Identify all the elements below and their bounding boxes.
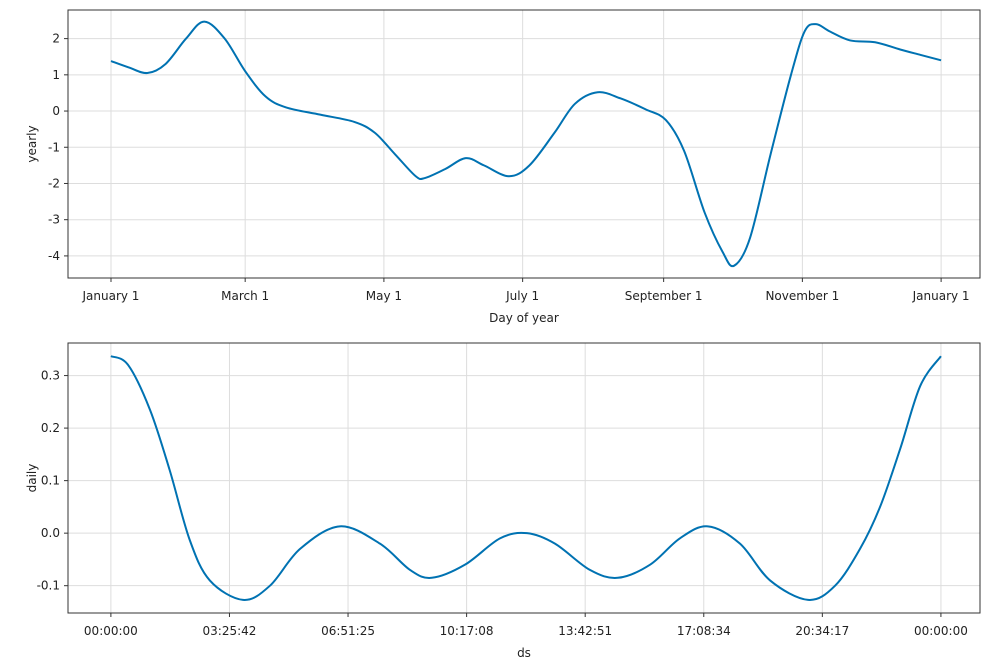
x-tick-label: September 1 — [625, 289, 703, 303]
y-tick-label: -1 — [48, 140, 60, 154]
x-tick-label: 20:34:17 — [795, 624, 849, 638]
y-axis-label: yearly — [25, 125, 39, 162]
line-series — [110, 355, 942, 601]
y-tick-label: -0.1 — [37, 579, 60, 593]
y-tick-label: 0.2 — [41, 421, 60, 435]
x-tick-label: May 1 — [366, 289, 402, 303]
x-tick-label: 03:25:42 — [203, 624, 257, 638]
x-tick-label: 06:51:25 — [321, 624, 375, 638]
subplot: -4 -3 -2 -1 0 1 2 January 1 March 1 May 1 July 1 Se… — [25, 9, 981, 325]
y-tick-label: 0.1 — [41, 474, 60, 488]
y-axis-label: daily — [25, 464, 39, 493]
axes-frame — [67, 342, 981, 614]
x-axis-label: ds — [517, 646, 531, 660]
y-tick-label: -2 — [48, 176, 60, 190]
x-axis-label: Day of year — [489, 311, 559, 325]
y-tick-label: -3 — [48, 213, 60, 227]
x-tick-label: 00:00:00 — [84, 624, 138, 638]
y-tick-label: -4 — [48, 249, 60, 263]
axes-frame — [67, 9, 981, 279]
x-tick-label: 13:42:51 — [558, 624, 612, 638]
line-series — [110, 20, 942, 268]
y-tick-label: 0.0 — [41, 526, 60, 540]
x-tick-label: January 1 — [912, 289, 970, 303]
x-tick-label: 00:00:00 — [914, 624, 968, 638]
y-tick-label: 1 — [52, 68, 60, 82]
x-tick-label: 17:08:34 — [677, 624, 731, 638]
subplot: -0.1 0.0 0.1 0.2 0.3 00:00:00 03:25:42 06:51:25… — [25, 342, 981, 660]
x-tick-label: 10:17:08 — [440, 624, 494, 638]
y-tick-label: 0.3 — [41, 369, 60, 383]
x-tick-label: November 1 — [765, 289, 839, 303]
x-tick-label: July 1 — [505, 289, 539, 303]
x-tick-label: March 1 — [221, 289, 269, 303]
x-tick-label: January 1 — [82, 289, 140, 303]
y-tick-label: 2 — [52, 32, 60, 46]
y-tick-label: 0 — [52, 104, 60, 118]
